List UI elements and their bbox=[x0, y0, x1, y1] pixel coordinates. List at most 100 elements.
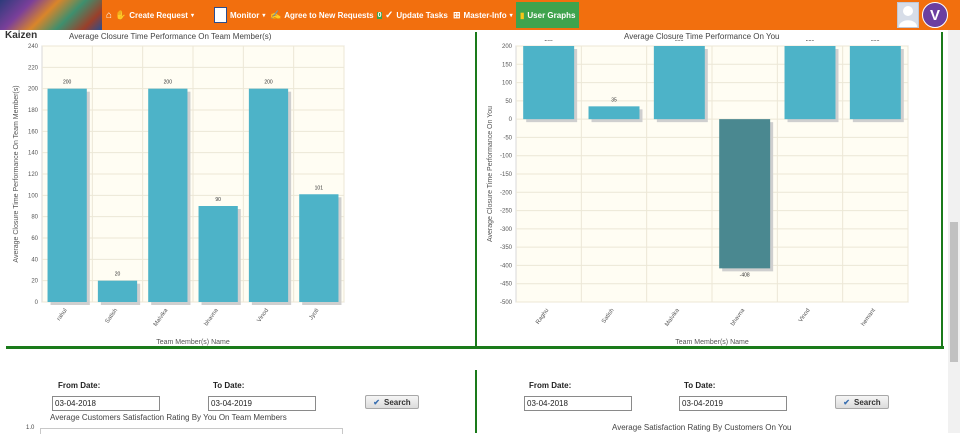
x-tick-label: rahul bbox=[56, 308, 69, 322]
left-search-button[interactable]: ✔ Search bbox=[365, 395, 419, 409]
y-tick-label: 220 bbox=[28, 65, 39, 71]
right-chart-title: Average Closure Time Performance On You bbox=[624, 32, 780, 41]
app-logo[interactable] bbox=[0, 0, 102, 30]
y-tick-label: -300 bbox=[500, 227, 513, 233]
y-tick-label: 150 bbox=[502, 62, 513, 68]
y-tick-label: 140 bbox=[28, 151, 39, 157]
data-label: 35 bbox=[611, 97, 617, 103]
y-tick-label: 60 bbox=[31, 236, 38, 242]
chevron-down-icon: ▾ bbox=[190, 12, 194, 19]
bar bbox=[299, 194, 339, 302]
right-search-label: Search bbox=[854, 397, 881, 407]
nav-agree-requests[interactable]: ✍ Agree to New Requests 0 bbox=[270, 6, 383, 24]
right-from-date-label: From Date: bbox=[529, 381, 572, 390]
y-tick-label: 100 bbox=[502, 81, 513, 87]
left-from-date-input[interactable] bbox=[52, 396, 160, 411]
right-closure-time-chart: -500-450-400-350-300-250-200-150-100-500… bbox=[487, 40, 909, 346]
agreement-icon: ✍ bbox=[270, 9, 282, 20]
checkmark-icon: ✓ bbox=[385, 9, 394, 21]
check-icon: ✔ bbox=[373, 397, 380, 407]
right-satisfaction-title: Average Satisfaction Rating By Customers… bbox=[612, 423, 792, 432]
left-search-label: Search bbox=[384, 397, 411, 407]
x-tick-label: Malvika bbox=[153, 307, 170, 328]
x-axis-title: Team Member(s) Name bbox=[675, 339, 749, 346]
top-nav-bar bbox=[0, 0, 960, 30]
y-tick-label: 40 bbox=[31, 257, 38, 263]
bar bbox=[653, 46, 705, 120]
y-tick-label: 100 bbox=[28, 193, 39, 199]
data-label: 20 bbox=[115, 272, 121, 278]
data-label: 200 bbox=[806, 40, 815, 43]
data-label: 200 bbox=[164, 80, 173, 86]
nav-user-graphs[interactable]: ▮ User Graphs bbox=[516, 2, 580, 28]
chevron-down-icon: ▾ bbox=[262, 12, 266, 19]
nav-create-request[interactable]: ⌂ ✋ Create Request ▾ bbox=[106, 6, 194, 24]
grid-icon: ⊞ bbox=[453, 9, 461, 20]
bar bbox=[849, 46, 901, 120]
home-icon[interactable]: ⌂ bbox=[106, 9, 113, 21]
data-label: 90 bbox=[215, 197, 221, 203]
bar bbox=[784, 46, 836, 120]
right-search-button[interactable]: ✔ Search bbox=[835, 395, 889, 409]
left-to-date-input[interactable] bbox=[208, 396, 316, 411]
right-border bbox=[941, 32, 943, 348]
bar bbox=[523, 46, 575, 120]
y-tick-label: -150 bbox=[500, 172, 513, 178]
data-label: 200 bbox=[871, 40, 880, 43]
nav-master-info-label: Master-Info bbox=[463, 10, 507, 20]
data-label: 200 bbox=[675, 40, 684, 43]
left-to-date-label: To Date: bbox=[213, 381, 245, 390]
check-icon: ✔ bbox=[843, 397, 850, 407]
right-from-date-input[interactable] bbox=[524, 396, 632, 411]
section-divider bbox=[6, 346, 944, 349]
y-tick-label: 200 bbox=[28, 87, 39, 93]
y-tick-label: 240 bbox=[28, 44, 39, 50]
nav-master-info[interactable]: ⊞ Master-Info ▾ bbox=[453, 6, 513, 24]
y-tick-label: 200 bbox=[502, 44, 513, 50]
bar bbox=[719, 119, 771, 269]
x-tick-label: Satish bbox=[601, 308, 615, 325]
y-tick-label: 80 bbox=[31, 215, 38, 221]
data-label: 200 bbox=[63, 80, 72, 86]
x-tick-label: Malvika bbox=[664, 307, 681, 328]
y-tick-label: -350 bbox=[500, 245, 513, 251]
left-closure-time-chart: 0 20 40 60 80 100 120 140 160 180 200 220 240 200 rahu… bbox=[13, 44, 345, 346]
y-tick-label: 120 bbox=[28, 172, 39, 178]
left-satisfaction-title: Average Customers Satisfaction Rating By… bbox=[50, 413, 287, 422]
bar bbox=[97, 280, 138, 302]
nav-update-tasks[interactable]: ✓ Update Tasks bbox=[385, 6, 448, 24]
user-profile-icon[interactable] bbox=[897, 2, 919, 28]
left-from-date-label: From Date: bbox=[58, 381, 101, 390]
nav-create-request-label: Create Request bbox=[129, 10, 188, 20]
data-label: 200 bbox=[544, 40, 553, 43]
bar bbox=[588, 106, 640, 120]
y-tick-label: -250 bbox=[500, 209, 513, 215]
right-to-date-input[interactable] bbox=[679, 396, 787, 411]
y-tick-label: 50 bbox=[505, 99, 512, 105]
left-satisfaction-chart-frame bbox=[40, 428, 343, 434]
y-tick-label: -50 bbox=[503, 135, 512, 141]
x-tick-label: Raghu bbox=[535, 308, 550, 326]
x-tick-label: bhavna bbox=[730, 307, 747, 327]
x-tick-label: hemant bbox=[861, 307, 878, 327]
y-tick-label: -100 bbox=[500, 154, 513, 160]
scrollbar-thumb[interactable] bbox=[950, 222, 958, 362]
nav-user-graphs-label: User Graphs bbox=[527, 10, 576, 20]
y-tick-label: -200 bbox=[500, 190, 513, 196]
bar bbox=[248, 88, 289, 302]
bar bbox=[198, 206, 238, 302]
x-axis-title: Team Member(s) Name bbox=[156, 339, 230, 346]
data-label: 101 bbox=[315, 185, 324, 191]
pending-count-badge: 0 bbox=[376, 11, 383, 19]
left-chart-title: Average Closure Time Performance On Team… bbox=[69, 32, 272, 41]
user-initial-avatar[interactable]: V bbox=[922, 2, 948, 28]
right-to-date-label: To Date: bbox=[684, 381, 716, 390]
nav-monitor-label: Monitor bbox=[230, 10, 260, 20]
nav-monitor[interactable]: Monitor ▾ bbox=[214, 6, 265, 24]
y-tick-label: 0 bbox=[35, 300, 39, 306]
chart-divider bbox=[475, 32, 477, 348]
y-tick-label: -450 bbox=[500, 282, 513, 288]
y-tick-label: 20 bbox=[31, 279, 38, 285]
bar-chart-icon: ▮ bbox=[520, 10, 525, 20]
x-tick-label: bhavna bbox=[204, 307, 221, 327]
